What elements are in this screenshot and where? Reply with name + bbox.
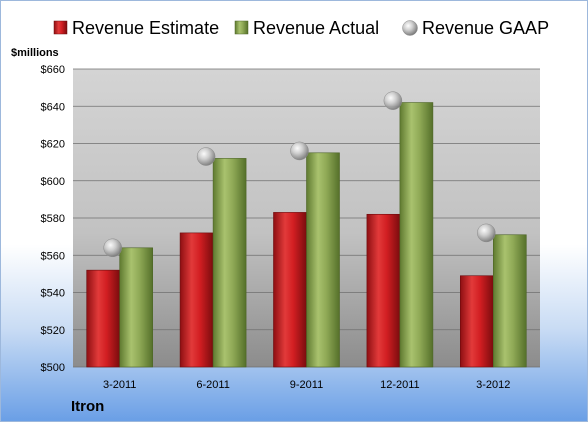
x-tick-label: 9-2011: [290, 379, 323, 391]
bar-estimate: [459, 275, 494, 368]
legend-swatch-actual: [234, 20, 249, 35]
gaap-markers: [103, 91, 496, 258]
legend: Revenue Estimate Revenue Actual Revenue …: [53, 18, 549, 38]
legend-label-estimate: Revenue Estimate: [72, 18, 219, 38]
gaap-marker: [103, 238, 122, 258]
bar-estimate: [86, 269, 120, 368]
x-tick-label: 3-2011: [103, 379, 136, 391]
y-axis-ticks: $500 $520 $540 $560 $580 $600 $620 $640 $660: [41, 64, 65, 374]
bar-actual: [492, 234, 527, 368]
x-axis-ticks: 3-2011 6-2011 9-2011 12-2011 3-2012: [103, 379, 510, 391]
y-tick-label: $660: [41, 64, 65, 76]
gaap-marker: [383, 91, 403, 110]
gaap-marker: [196, 147, 216, 166]
x-tick-label: 3-2012: [476, 379, 510, 391]
legend-item-actual: Revenue Actual: [234, 18, 379, 38]
legend-item-estimate: Revenue Estimate: [53, 18, 219, 38]
bar-estimate: [273, 212, 307, 368]
y-tick-label: $560: [41, 250, 65, 262]
legend-label-gaap: Revenue GAAP: [422, 18, 549, 38]
company-label: Itron: [71, 398, 105, 415]
y-tick-label: $640: [41, 101, 65, 113]
y-tick-label: $580: [41, 213, 65, 225]
y-tick-label: $620: [41, 139, 65, 151]
bar-actual: [306, 152, 340, 368]
y-axis-unit-label: $millions: [11, 47, 59, 59]
bar-estimate: [179, 232, 214, 368]
bars: [86, 102, 527, 368]
gaap-marker: [290, 141, 309, 161]
bar-actual: [119, 247, 153, 368]
y-tick-label: $520: [41, 325, 65, 337]
x-tick-label: 6-2011: [196, 379, 229, 391]
legend-swatch-estimate: [53, 20, 68, 35]
y-tick-label: $540: [41, 288, 65, 300]
legend-item-gaap: Revenue GAAP: [402, 18, 549, 38]
gaap-marker: [477, 223, 496, 243]
legend-swatch-gaap: [402, 20, 418, 36]
legend-label-actual: Revenue Actual: [253, 18, 379, 38]
bar-estimate: [366, 213, 401, 368]
bar-actual: [399, 102, 434, 368]
x-tick-label: 12-2011: [380, 379, 420, 391]
y-tick-label: $500: [41, 362, 65, 374]
y-tick-label: $600: [41, 176, 65, 188]
bar-actual: [212, 158, 247, 368]
